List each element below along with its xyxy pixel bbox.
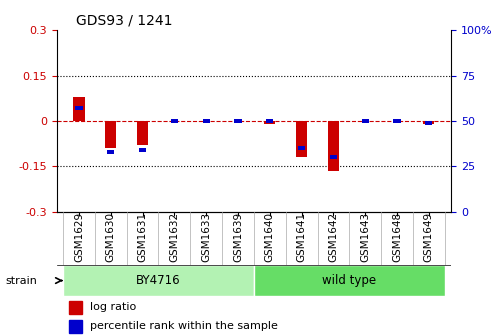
Text: wild type: wild type bbox=[322, 274, 376, 287]
Text: GSM1649: GSM1649 bbox=[424, 212, 434, 262]
Text: strain: strain bbox=[5, 276, 37, 286]
Text: GSM1642: GSM1642 bbox=[328, 212, 338, 262]
Text: GSM1630: GSM1630 bbox=[106, 212, 116, 262]
Bar bbox=[264, 121, 276, 124]
Text: GSM1633: GSM1633 bbox=[201, 212, 211, 262]
Bar bbox=[139, 148, 146, 152]
Bar bbox=[69, 320, 82, 333]
Text: GSM1629: GSM1629 bbox=[74, 212, 84, 262]
Bar bbox=[73, 97, 84, 121]
Bar bbox=[393, 119, 401, 123]
Bar bbox=[107, 150, 114, 154]
Bar bbox=[330, 155, 337, 159]
Text: GSM1639: GSM1639 bbox=[233, 212, 243, 262]
Bar bbox=[63, 265, 254, 296]
Text: GSM1641: GSM1641 bbox=[297, 212, 307, 262]
Text: GSM1640: GSM1640 bbox=[265, 212, 275, 262]
Bar bbox=[328, 121, 339, 171]
Bar bbox=[105, 121, 116, 148]
Text: log ratio: log ratio bbox=[90, 302, 137, 312]
Text: GSM1632: GSM1632 bbox=[170, 212, 179, 262]
Bar bbox=[203, 119, 210, 123]
Bar bbox=[171, 119, 178, 123]
Bar bbox=[361, 119, 369, 123]
Text: GSM1631: GSM1631 bbox=[138, 212, 147, 262]
Text: percentile rank within the sample: percentile rank within the sample bbox=[90, 321, 278, 331]
Bar bbox=[234, 119, 242, 123]
Text: BY4716: BY4716 bbox=[136, 274, 181, 287]
Bar bbox=[423, 121, 434, 124]
Bar bbox=[296, 121, 307, 157]
Bar bbox=[425, 121, 432, 125]
Bar bbox=[69, 301, 82, 314]
Text: GSM1643: GSM1643 bbox=[360, 212, 370, 262]
Text: GDS93 / 1241: GDS93 / 1241 bbox=[76, 14, 173, 28]
Text: GSM1648: GSM1648 bbox=[392, 212, 402, 262]
Bar bbox=[137, 121, 148, 145]
Bar bbox=[75, 106, 83, 110]
Bar bbox=[266, 119, 274, 123]
Bar bbox=[254, 265, 445, 296]
Bar bbox=[298, 146, 305, 150]
